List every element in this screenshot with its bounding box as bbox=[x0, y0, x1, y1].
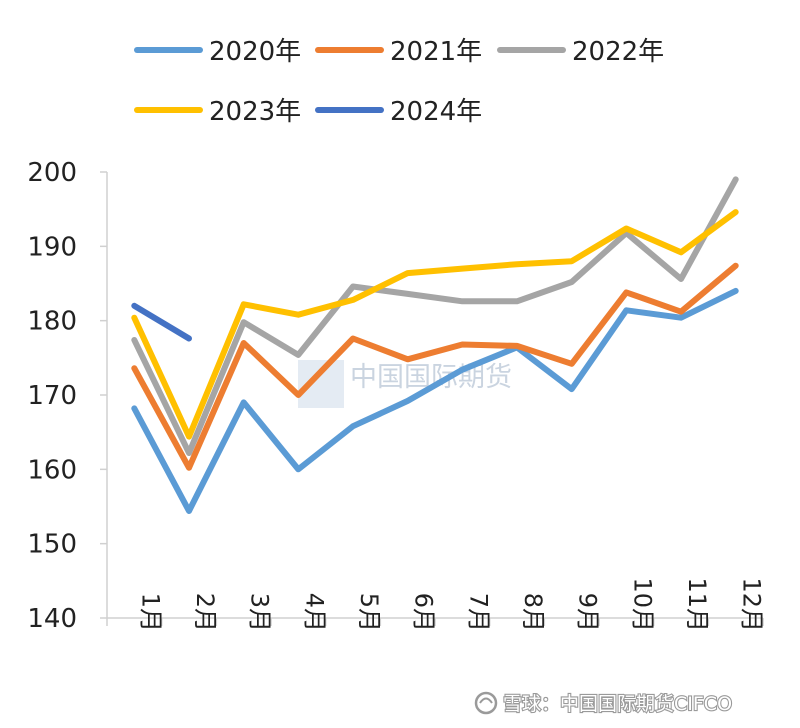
x-tick-label: 12月 bbox=[738, 577, 766, 632]
legend-item: 2024年 bbox=[315, 97, 482, 127]
y-tick-label: 140 bbox=[27, 604, 77, 634]
series-line-2022年 bbox=[131, 176, 739, 456]
y-tick-label: 200 bbox=[27, 158, 77, 188]
y-tick-label: 190 bbox=[27, 232, 77, 262]
x-axis: 1月 2月 3月 4月 5月 6月 7月 8月 9月 10月 11月 12月 bbox=[106, 577, 766, 632]
y-tick-label: 150 bbox=[27, 530, 77, 560]
x-tick-label: 11月 bbox=[683, 577, 711, 632]
y-tick-label: 170 bbox=[27, 381, 77, 411]
x-tick-label: 8月 bbox=[519, 593, 547, 632]
legend-item: 2022年 bbox=[497, 37, 664, 67]
series-line-2020年 bbox=[131, 287, 739, 514]
legend-label: 2021年 bbox=[390, 37, 482, 67]
snowball-logo-icon bbox=[474, 691, 498, 715]
credit-watermark: 雪球：中国国际期货CIFCO bbox=[474, 691, 733, 716]
series-lines bbox=[131, 176, 739, 514]
legend-label: 2024年 bbox=[390, 97, 482, 127]
y-tick-label: 160 bbox=[27, 455, 77, 485]
series-line-2024年 bbox=[131, 302, 192, 342]
x-tick-label: 4月 bbox=[300, 593, 328, 632]
x-tick-label: 1月 bbox=[136, 593, 164, 632]
y-axis: 140 150 160 170 180 190 200 bbox=[27, 158, 108, 634]
x-tick-label: 9月 bbox=[574, 593, 602, 632]
credit-text: 雪球：中国国际期货CIFCO bbox=[503, 693, 732, 715]
legend-item: 2020年 bbox=[134, 37, 301, 67]
x-tick-label: 10月 bbox=[628, 577, 656, 632]
x-tick-label: 3月 bbox=[246, 593, 274, 632]
series-line-2023年 bbox=[131, 209, 739, 440]
x-tick-label: 7月 bbox=[464, 593, 492, 632]
x-tick-label: 5月 bbox=[355, 593, 383, 632]
legend-label: 2020年 bbox=[209, 37, 301, 67]
legend-label: 2023年 bbox=[209, 97, 301, 127]
x-tick-label: 6月 bbox=[410, 593, 438, 632]
legend: 2020年 2021年 2022年 2023年 2024年 bbox=[134, 37, 664, 127]
x-tick-label: 2月 bbox=[191, 593, 219, 632]
legend-item: 2021年 bbox=[315, 37, 482, 67]
series-line-2021年 bbox=[131, 262, 739, 471]
y-tick-label: 180 bbox=[27, 307, 77, 337]
legend-item: 2023年 bbox=[134, 97, 301, 127]
legend-label: 2022年 bbox=[572, 37, 664, 67]
